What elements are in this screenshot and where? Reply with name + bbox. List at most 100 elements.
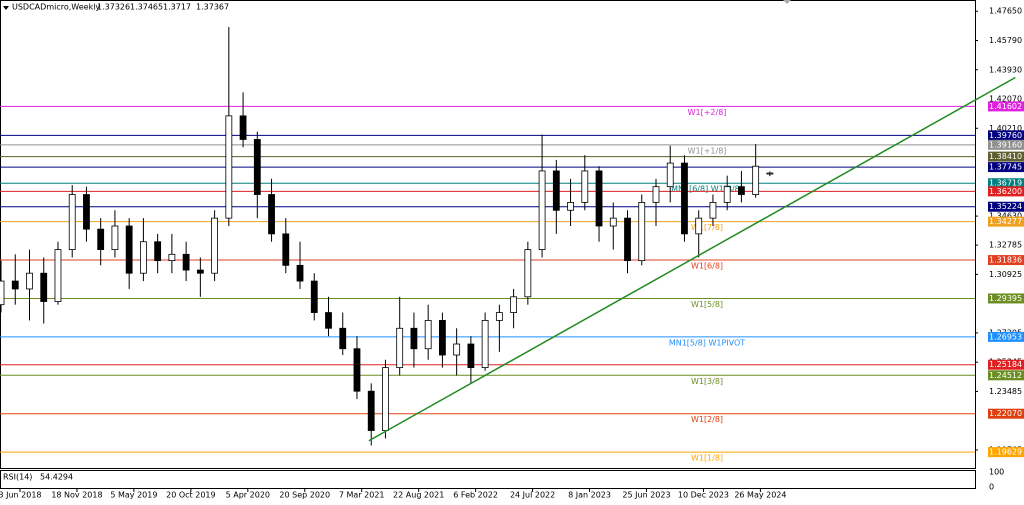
price-tag xyxy=(988,186,1024,197)
open: 1.37326 xyxy=(97,3,130,12)
candle-body xyxy=(268,194,275,235)
candle-body xyxy=(524,249,532,298)
high: 1.37465 xyxy=(130,3,163,12)
candle-body xyxy=(695,217,703,235)
x-tick-label: 6 Feb 2022 xyxy=(453,491,498,500)
level-label: MN1[6/8] W1[8/8] xyxy=(671,185,743,194)
price-tag xyxy=(988,130,1024,141)
price-tag xyxy=(988,331,1024,342)
price-tag xyxy=(988,139,1024,150)
price-tag xyxy=(988,370,1024,381)
price-tag-label: 1.34277 xyxy=(989,217,1022,226)
price-tag xyxy=(988,201,1024,212)
candle-body xyxy=(738,186,745,195)
price-tag-label: 1.31836 xyxy=(989,256,1022,265)
price-tag xyxy=(988,216,1024,227)
x-tick-label: 7 Mar 2021 xyxy=(339,491,385,500)
candle-body xyxy=(624,217,631,262)
candle-body xyxy=(367,390,375,431)
candle-body xyxy=(538,170,546,251)
rsi-panel xyxy=(0,470,976,489)
price-tag-label: 1.36200 xyxy=(989,187,1022,196)
candle-body xyxy=(752,165,760,195)
candle-body xyxy=(652,186,660,203)
x-tick-label: 20 Sep 2020 xyxy=(279,491,330,500)
candle-body xyxy=(552,170,560,211)
y-tick-label: 1.23485 xyxy=(989,387,1022,396)
price-tag-label: 1.19629 xyxy=(989,448,1022,457)
x-tick-label: 20 Oct 2019 xyxy=(166,491,215,500)
price-tag-label: 1.39760 xyxy=(989,131,1022,140)
candle-body xyxy=(40,272,48,302)
x-tick-label: 8 Jan 2023 xyxy=(568,491,611,500)
trendline xyxy=(368,76,1016,442)
symbol: USDCADmicro,Weekly xyxy=(12,3,100,12)
price-tag xyxy=(988,101,1024,112)
price-tag-label: 1.29395 xyxy=(989,294,1022,303)
candle-body xyxy=(325,312,332,329)
candle-body xyxy=(681,162,688,235)
y-tick-label: 1.32785 xyxy=(989,241,1022,250)
price-tag-label: 1.35224 xyxy=(989,202,1022,211)
candle-body xyxy=(111,225,119,251)
candle-body xyxy=(196,269,204,274)
close: 1.37367 xyxy=(196,3,229,12)
candle-body xyxy=(382,367,389,431)
y-tick-label: 1.43930 xyxy=(989,65,1022,74)
candle-body xyxy=(97,228,105,251)
candle-body xyxy=(310,280,318,313)
level-label: W1[5/8] xyxy=(691,300,723,309)
candle-body xyxy=(467,343,475,369)
candle-body xyxy=(439,320,446,356)
main-panel xyxy=(0,0,976,469)
candle-body xyxy=(296,264,304,282)
candle-body xyxy=(353,348,361,392)
candle-body xyxy=(154,241,162,262)
x-tick-label: 3 Jun 2018 xyxy=(0,491,42,500)
level-label: W1[7/8] xyxy=(691,223,723,232)
candle-body xyxy=(396,327,404,369)
rsi-tick-label: 0 xyxy=(989,483,994,492)
price-tag xyxy=(988,447,1024,458)
level-label: MN1[5/8] W1PIVOT xyxy=(669,338,745,347)
candle-body xyxy=(68,194,76,251)
candle-body xyxy=(140,241,147,274)
candle-body xyxy=(0,280,5,306)
candle-body xyxy=(168,253,176,262)
x-tick-label: 18 Nov 2018 xyxy=(51,491,102,500)
candle-body xyxy=(481,320,489,369)
x-tick-label: 5 May 2019 xyxy=(110,491,157,500)
x-tick-label: 22 Aug 2021 xyxy=(393,491,444,500)
candle-body xyxy=(54,249,62,302)
x-tick-label: 24 Jul 2022 xyxy=(510,491,555,500)
price-tag-label: 1.26953 xyxy=(989,332,1022,341)
price-tag xyxy=(988,151,1024,162)
price-tag-label: 1.24512 xyxy=(989,371,1022,380)
price-tag-label: 1.39160 xyxy=(989,140,1022,149)
price-tag-label: 1.37745 xyxy=(989,163,1022,172)
candle-body xyxy=(11,280,19,290)
price-tag-label: 1.22070 xyxy=(989,409,1022,418)
x-tick-label: 5 Apr 2020 xyxy=(226,491,270,500)
y-tick-label: 1.47650 xyxy=(989,7,1022,16)
price-tag xyxy=(988,359,1024,370)
candle-body xyxy=(125,225,133,274)
price-tag xyxy=(988,178,1024,189)
candle-body xyxy=(595,170,603,227)
marker xyxy=(783,0,791,4)
candle-body xyxy=(282,233,290,266)
price-tag xyxy=(988,408,1024,419)
candle-body xyxy=(723,186,731,203)
y-tick-label: 1.34630 xyxy=(989,212,1022,221)
candle-body xyxy=(225,115,233,219)
price-tag-label: 1.36719 xyxy=(989,179,1022,188)
y-tick-label: 1.30925 xyxy=(989,270,1022,279)
menu-icon[interactable] xyxy=(3,6,9,10)
candle-body xyxy=(410,327,418,350)
price-tag-label: 1.41602 xyxy=(989,102,1022,111)
candle-body xyxy=(211,217,218,274)
level-label: W1[1/8] xyxy=(691,454,723,463)
candle-body xyxy=(182,253,190,271)
price-tag-label: 1.38410 xyxy=(989,152,1022,161)
